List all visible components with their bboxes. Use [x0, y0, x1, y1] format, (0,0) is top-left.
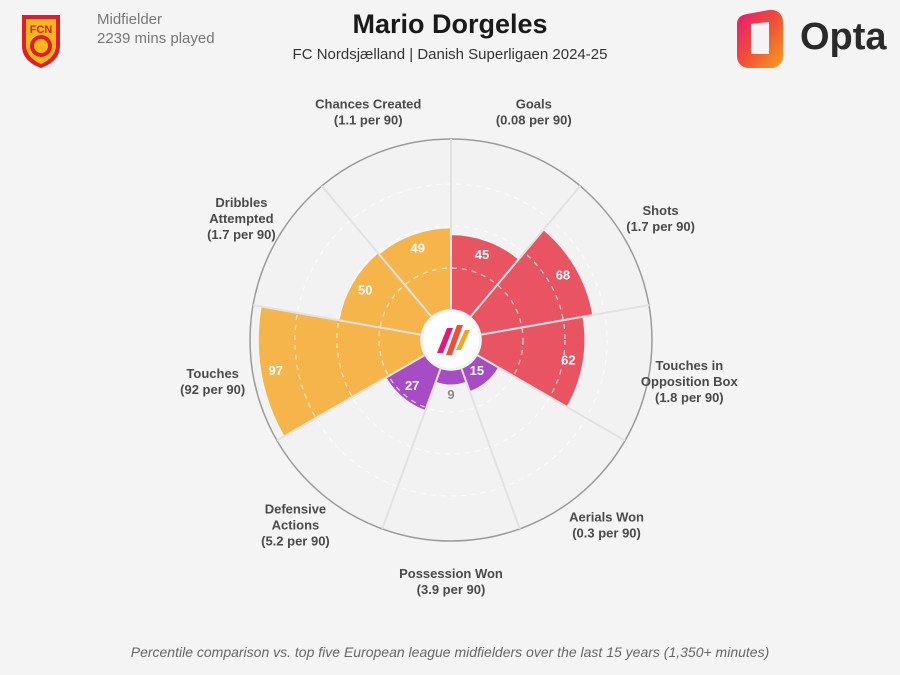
chart-title: Mario Dorgeles	[352, 9, 548, 39]
metric-name: Shots	[643, 203, 679, 218]
metric-name: Touches	[186, 366, 239, 381]
metric-name: Possession Won	[399, 566, 503, 581]
wedge-touches	[257, 305, 427, 438]
center-disc	[423, 312, 479, 368]
spoke	[480, 304, 650, 336]
player-position: Midfielder	[97, 11, 163, 28]
spoke	[252, 304, 422, 336]
metric-rate: (0.3 per 90)	[572, 525, 641, 540]
center-stripe-icon	[437, 328, 453, 353]
metric-label: Goals(0.08 per 90)	[496, 97, 572, 128]
metric-name: Opposition Box	[641, 374, 739, 389]
metric-label: Chances Created(1.1 per 90)	[315, 97, 421, 128]
value-label: 15	[470, 363, 484, 378]
metric-rate: (92 per 90)	[180, 382, 245, 397]
value-label: 9	[447, 387, 454, 402]
value-label: 50	[358, 283, 372, 298]
title-block: Mario Dorgeles FC Nordsjælland | Danish …	[200, 8, 700, 63]
chart-subtitle: FC Nordsjælland | Danish Superligaen 202…	[292, 46, 608, 63]
value-label: 97	[269, 363, 283, 378]
metric-label: Aerials Won(0.3 per 90)	[569, 509, 644, 540]
metric-rate: (1.7 per 90)	[626, 219, 695, 234]
metric-rate: (5.2 per 90)	[261, 533, 330, 548]
metric-name: Attempted	[209, 211, 273, 226]
spoke	[276, 354, 426, 442]
grid-ring-25	[378, 267, 524, 413]
center-stripe-icon	[456, 330, 470, 350]
spoke	[381, 367, 442, 530]
value-label: 45	[475, 247, 489, 262]
metric-rate: (1.7 per 90)	[207, 227, 276, 242]
center-logo-group	[423, 312, 479, 368]
opta-wordmark: Opta	[800, 16, 887, 58]
svg-text:FCN: FCN	[30, 24, 53, 36]
opta-logo-icon	[737, 9, 783, 68]
metric-rate: (1.8 per 90)	[655, 390, 724, 405]
metric-rate: (1.1 per 90)	[334, 113, 403, 128]
spoke	[469, 185, 581, 318]
club-badge-logo: FCN	[22, 15, 60, 68]
metric-labels-group: Goals(0.08 per 90)Shots(1.7 per 90)Touch…	[180, 97, 738, 597]
minutes-played: 2239 mins played	[97, 30, 215, 47]
player-meta: Midfielder 2239 mins played	[97, 10, 215, 48]
metric-name: Aerials Won	[569, 509, 644, 524]
metric-name: Touches in	[655, 358, 723, 373]
value-label: 62	[561, 353, 575, 368]
spoke	[476, 354, 626, 442]
wedge-shots	[469, 228, 594, 336]
metric-name: Chances Created	[315, 97, 421, 112]
value-labels-group: 45 68 62 15 9 27 97 50 49	[269, 241, 576, 403]
center-stripe-icon	[446, 325, 463, 355]
value-label: 68	[556, 267, 570, 282]
metric-name: Goals	[516, 97, 552, 112]
spoke	[460, 367, 521, 530]
footnote: Percentile comparison vs. top five Europ…	[130, 644, 770, 660]
metric-label: Touches(92 per 90)	[180, 366, 245, 397]
spoke-group	[252, 139, 650, 530]
wedge-touches-in-opposition-box	[475, 315, 586, 409]
metric-label: Possession Won(3.9 per 90)	[399, 566, 503, 597]
metric-rate: (0.08 per 90)	[496, 113, 572, 128]
metric-label: Shots(1.7 per 90)	[626, 203, 695, 234]
metric-name: Actions	[272, 517, 320, 532]
value-label: 27	[405, 378, 419, 393]
metric-rate: (3.9 per 90)	[417, 582, 486, 597]
value-label: 49	[410, 241, 424, 256]
grid-ring-50	[336, 225, 566, 455]
metric-name: Defensive	[265, 501, 326, 516]
metric-name: Dribbles	[215, 195, 267, 210]
spoke	[321, 185, 433, 318]
